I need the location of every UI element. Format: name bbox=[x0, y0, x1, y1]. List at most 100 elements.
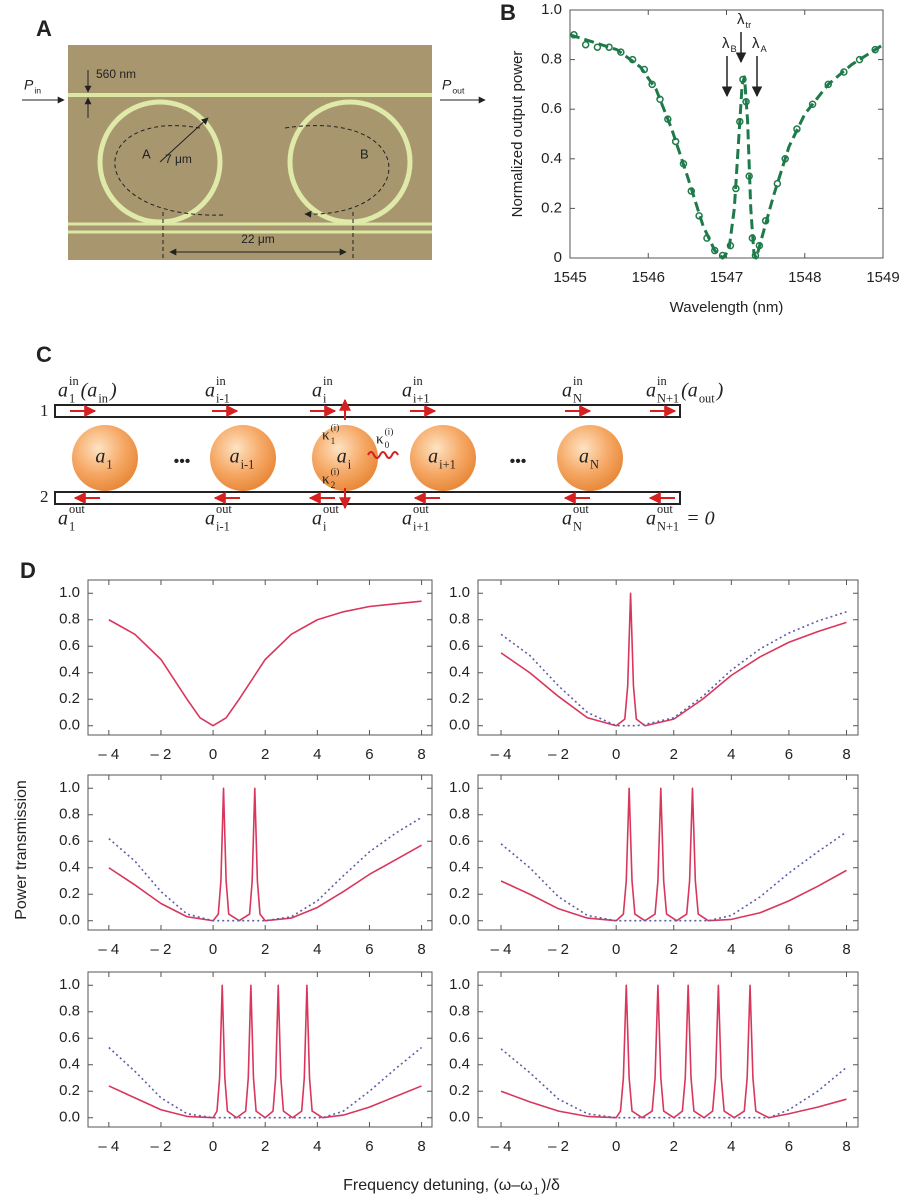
x-tick-label: – 2 bbox=[151, 941, 172, 958]
x-tick-label: 4 bbox=[727, 1138, 735, 1155]
x-tick-label: 6 bbox=[365, 941, 373, 958]
output-amplitude-text: a bbox=[402, 508, 412, 530]
panel-label: D bbox=[20, 558, 36, 583]
input-amplitude-sup: in bbox=[657, 374, 667, 388]
annotation-text: λ bbox=[752, 35, 760, 52]
x-tick-label: 0 bbox=[612, 1138, 620, 1155]
y-tick-label: 0.8 bbox=[449, 806, 470, 823]
input-amplitude-sub: in bbox=[98, 391, 108, 405]
output-amplitude-text: a bbox=[562, 508, 572, 530]
input-amplitude: a in N+1 (a out) bbox=[646, 374, 724, 406]
y-tick-label: 0.8 bbox=[449, 1003, 470, 1020]
input-amplitude-text: a bbox=[646, 380, 656, 402]
y-tick-label: 0.0 bbox=[449, 1109, 470, 1126]
resonator-label: a i+1 bbox=[428, 446, 456, 472]
input-amplitude-text: a bbox=[562, 380, 572, 402]
data-line bbox=[500, 787, 847, 922]
y-tick-label: 0.2 bbox=[59, 1082, 80, 1099]
x-tick-label: 8 bbox=[842, 1138, 850, 1155]
y-tick-label: 1.0 bbox=[59, 584, 80, 601]
x-tick-label: – 4 bbox=[98, 1138, 119, 1155]
data-line bbox=[500, 831, 847, 922]
coupling-label-sub: 2 bbox=[331, 481, 336, 491]
x-tick-label: 2 bbox=[261, 746, 269, 763]
data-line bbox=[108, 1046, 423, 1119]
y-tick-label: 0.6 bbox=[59, 832, 80, 849]
x-tick-label: 1545 bbox=[553, 269, 586, 286]
output-amplitude: a out 1 bbox=[58, 502, 85, 534]
waveguide-label: 1 bbox=[40, 401, 49, 420]
y-tick-label: 0.8 bbox=[541, 51, 562, 68]
data-line bbox=[500, 984, 847, 1119]
input-amplitude: a in i bbox=[312, 374, 333, 406]
y-tick-label: 0.2 bbox=[449, 690, 470, 707]
x-tick-label: 2 bbox=[670, 1138, 678, 1155]
y-tick-label: 0.0 bbox=[59, 912, 80, 929]
y-tick-label: 0.4 bbox=[541, 150, 562, 167]
plot-frame bbox=[477, 774, 859, 931]
x-tick-label: 8 bbox=[417, 941, 425, 958]
coupling-label: κ (i) 1 bbox=[322, 423, 339, 447]
output-amplitude-sub: N bbox=[573, 519, 582, 533]
annotation-sub: B bbox=[731, 44, 737, 54]
input-amplitude-sub: N+1 bbox=[657, 391, 679, 405]
data-line bbox=[500, 592, 847, 727]
input-amplitude-sub: out bbox=[699, 391, 715, 405]
y-tick-label: 1.0 bbox=[59, 779, 80, 796]
data-line bbox=[500, 1048, 847, 1119]
x-tick-label: – 4 bbox=[491, 941, 512, 958]
x-tick-label: – 4 bbox=[491, 746, 512, 763]
resonator-label-sub: i bbox=[348, 457, 352, 471]
output-amplitude-sub: i bbox=[323, 519, 327, 533]
y-tick-label: 0.8 bbox=[59, 1003, 80, 1020]
input-label-sub: in bbox=[34, 86, 41, 96]
panel-label: C bbox=[36, 342, 52, 367]
x-tick-label: 2 bbox=[261, 941, 269, 958]
resonator-label: a i-1 bbox=[230, 446, 255, 472]
axis-label: Frequency detuning, (ω–ω 1)/δ bbox=[343, 1177, 560, 1197]
y-tick-label: 1.0 bbox=[449, 779, 470, 796]
data-point bbox=[808, 100, 817, 108]
y-tick-label: 0.6 bbox=[449, 637, 470, 654]
x-tick-label: – 4 bbox=[491, 1138, 512, 1155]
y-tick-label: 0.6 bbox=[449, 1029, 470, 1046]
resonator-label-sub: i+1 bbox=[439, 457, 456, 471]
input-amplitude-text: (a bbox=[681, 380, 698, 402]
resonator-label-sub: i-1 bbox=[241, 457, 255, 471]
coupling-label-sup: (i) bbox=[331, 467, 340, 478]
coupling-label-sub: 0 bbox=[385, 441, 390, 451]
output-amplitude: a out i+1 bbox=[402, 502, 430, 534]
dimension-label: 7 μm bbox=[165, 152, 192, 166]
data-line bbox=[569, 33, 884, 260]
output-label-sub: out bbox=[452, 86, 465, 96]
axis-label: Normalized output power bbox=[509, 51, 526, 218]
x-tick-label: – 4 bbox=[98, 746, 119, 763]
coupling-label-text: κ bbox=[322, 427, 330, 443]
waveguide-label: 2 bbox=[40, 487, 49, 506]
x-tick-label: 0 bbox=[612, 746, 620, 763]
y-tick-label: 0.4 bbox=[449, 1056, 470, 1073]
data-point bbox=[824, 80, 832, 89]
x-tick-label: 8 bbox=[842, 746, 850, 763]
y-tick-label: 0.8 bbox=[449, 611, 470, 628]
data-point bbox=[871, 45, 879, 54]
x-tick-label: 6 bbox=[785, 1138, 793, 1155]
x-tick-label: – 2 bbox=[548, 746, 569, 763]
input-amplitude-sup: in bbox=[573, 374, 583, 388]
ellipsis: ••• bbox=[174, 453, 191, 470]
y-tick-label: 1.0 bbox=[449, 976, 470, 993]
y-tick-label: 0.8 bbox=[59, 611, 80, 628]
data-point bbox=[593, 43, 602, 51]
y-tick-label: 0.6 bbox=[59, 637, 80, 654]
input-amplitude-sup: in bbox=[323, 374, 333, 388]
axis-label: Wavelength (nm) bbox=[670, 299, 784, 316]
x-tick-label: 2 bbox=[670, 746, 678, 763]
ring-label: B bbox=[360, 146, 369, 161]
x-tick-label: 0 bbox=[209, 1138, 217, 1155]
coupling-label-sup: (i) bbox=[385, 427, 394, 438]
